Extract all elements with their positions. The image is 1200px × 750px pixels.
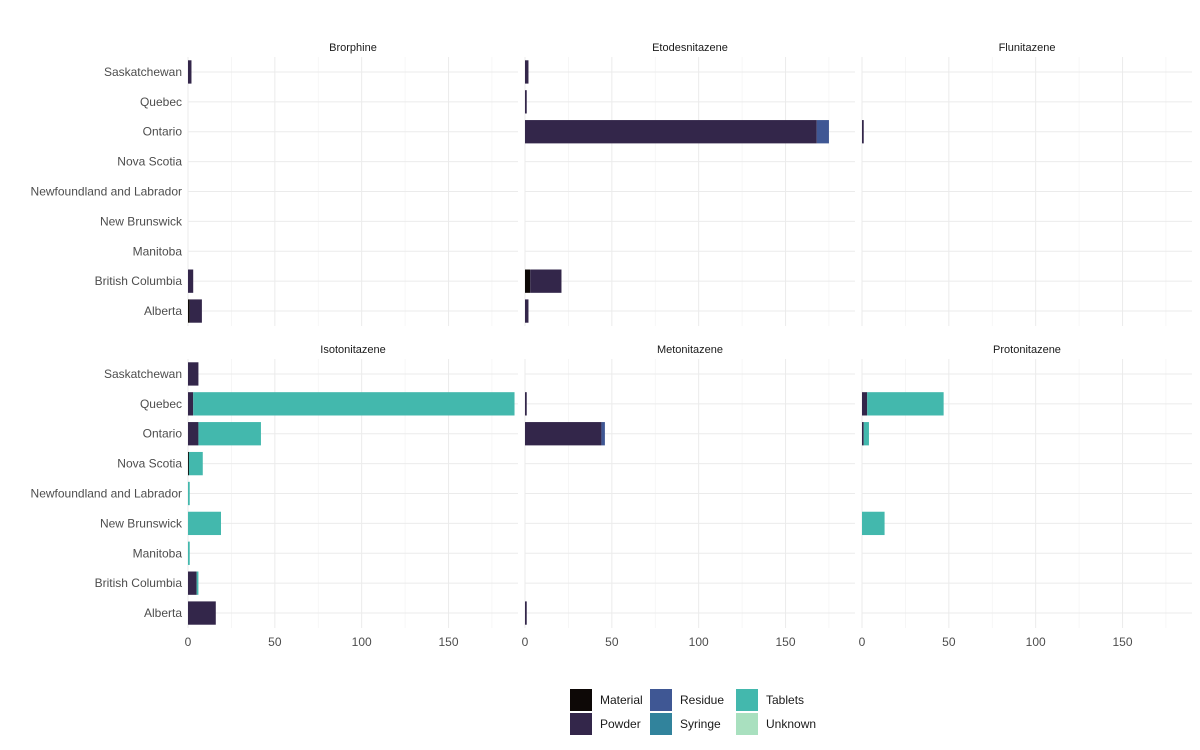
x-tick-label: 150 xyxy=(1113,635,1133,649)
bar-etodesnitazene-alberta-powder xyxy=(525,299,529,323)
x-tick-label: 100 xyxy=(1026,635,1046,649)
bar-isotonitazene-quebec-powder xyxy=(188,392,194,416)
legend-item-unknown: Unknown xyxy=(736,713,826,735)
x-tick-label: 50 xyxy=(605,635,619,649)
y-tick-label: Alberta xyxy=(144,606,182,620)
legend-item-tablets: Tablets xyxy=(736,689,826,711)
bar-etodesnitazene-saskatchewan-powder xyxy=(525,60,529,84)
legend-swatch-residue xyxy=(650,689,672,711)
legend-swatch-powder xyxy=(570,713,592,735)
y-tick-label: Alberta xyxy=(144,304,182,318)
y-tick-label: British Columbia xyxy=(95,576,183,590)
bar-isotonitazene-new-brunswick-tablets xyxy=(188,511,221,536)
bar-isotonitazene-ontario-powder xyxy=(188,422,199,446)
x-tick-label: 150 xyxy=(439,635,459,649)
bar-flunitazene-ontario-powder xyxy=(862,120,864,144)
bar-isotonitazene-british-columbia-powder xyxy=(188,571,197,595)
panel-protonitazene: Protonitazene 0 50 100 150 xyxy=(859,344,1192,649)
y-tick-label: Saskatchewan xyxy=(104,65,182,79)
legend-item-material: Material xyxy=(570,689,650,711)
legend-label-material: Material xyxy=(600,693,643,707)
panel-title: Isotonitazene xyxy=(320,344,385,356)
bar-protonitazene-new-brunswick-tablets xyxy=(862,511,885,536)
legend-label-syringe: Syringe xyxy=(680,717,721,731)
bar-brorphine-alberta-material xyxy=(188,299,190,323)
legend-label-unknown: Unknown xyxy=(766,717,817,731)
bar-metonitazene-alberta-powder xyxy=(525,601,527,625)
x-tick-label: 100 xyxy=(689,635,709,649)
bar-isotonitazene-newfoundland-and-labrador-tablets xyxy=(188,481,190,506)
y-tick-label: Manitoba xyxy=(133,546,183,560)
bar-brorphine-saskatchewan-powder xyxy=(188,60,192,84)
bar-isotonitazene-saskatchewan-powder xyxy=(188,362,199,386)
legend: Material Residue Tablets Powder Syringe … xyxy=(570,689,826,735)
y-tick-label: New Brunswick xyxy=(100,214,183,228)
legend-swatch-tablets xyxy=(736,689,758,711)
y-tick-label: Ontario xyxy=(143,125,183,139)
bar-protonitazene-quebec-tablets xyxy=(867,392,944,416)
bar-etodesnitazene-ontario-powder xyxy=(525,120,817,144)
y-tick-label: British Columbia xyxy=(95,274,183,288)
panel-isotonitazene: Isotonitazene Saskatchewan Quebec Ontario No… xyxy=(31,344,518,649)
legend-item-syringe: Syringe xyxy=(650,713,736,735)
bar-isotonitazene-british-columbia-tablets xyxy=(196,571,199,595)
bar-isotonitazene-alberta-powder xyxy=(188,601,216,625)
chart-canvas: Brorphine Saskatchewan Quebec Ontario Nova S… xyxy=(31,42,1192,649)
y-tick-label: Newfoundland and Labrador xyxy=(31,487,182,501)
x-tick-label: 50 xyxy=(942,635,956,649)
bar-isotonitazene-ontario-tablets xyxy=(198,422,261,446)
y-tick-label: Quebec xyxy=(140,397,182,411)
panel-title: Brorphine xyxy=(329,42,377,54)
x-tick-label: 0 xyxy=(859,635,866,649)
y-tick-label: Manitoba xyxy=(133,244,183,258)
legend-item-powder: Powder xyxy=(570,713,650,735)
bar-etodesnitazene-ontario-residue xyxy=(816,120,829,144)
bar-metonitazene-quebec-powder xyxy=(525,392,527,416)
bar-brorphine-british-columbia-powder xyxy=(188,269,194,293)
legend-label-tablets: Tablets xyxy=(766,693,805,707)
y-tick-label: Newfoundland and Labrador xyxy=(31,185,182,199)
y-tick-label: Nova Scotia xyxy=(117,457,182,471)
panel-brorphine: Brorphine Saskatchewan Quebec Ontario Nova S… xyxy=(31,42,518,326)
panel-title: Flunitazene xyxy=(999,42,1056,54)
bar-metonitazene-ontario-powder xyxy=(525,422,602,446)
panel-etodesnitazene: Etodesnitazene xyxy=(524,42,855,326)
y-tick-label: New Brunswick xyxy=(100,516,183,530)
x-tick-label: 150 xyxy=(776,635,796,649)
bar-etodesnitazene-british-columbia-powder xyxy=(530,269,562,293)
bar-brorphine-alberta-powder xyxy=(189,299,202,323)
x-tick-label: 50 xyxy=(268,635,282,649)
y-tick-label: Nova Scotia xyxy=(117,155,182,169)
x-tick-label: 0 xyxy=(185,635,192,649)
bar-protonitazene-ontario-tablets xyxy=(863,422,869,446)
bar-isotonitazene-quebec-tablets xyxy=(193,392,515,416)
bar-protonitazene-quebec-powder xyxy=(862,392,868,416)
panel-metonitazene: Metonitazene 0 50 100 150 xyxy=(522,344,855,649)
panel-title: Protonitazene xyxy=(993,344,1061,356)
bar-metonitazene-ontario-residue xyxy=(601,422,605,446)
legend-item-residue: Residue xyxy=(650,689,736,711)
x-tick-label: 0 xyxy=(522,635,529,649)
bar-isotonitazene-nova-scotia-material xyxy=(188,451,189,476)
y-tick-label: Ontario xyxy=(143,427,183,441)
x-tick-label: 100 xyxy=(352,635,372,649)
y-tick-label: Saskatchewan xyxy=(104,367,182,381)
bar-etodesnitazene-british-columbia-material xyxy=(525,269,531,293)
bar-isotonitazene-manitoba-tablets xyxy=(188,541,190,565)
legend-label-powder: Powder xyxy=(600,717,641,731)
panel-flunitazene: Flunitazene xyxy=(861,42,1192,326)
panel-title: Etodesnitazene xyxy=(652,42,728,54)
legend-swatch-material xyxy=(570,689,592,711)
legend-label-residue: Residue xyxy=(680,693,725,707)
bar-etodesnitazene-quebec-powder xyxy=(525,90,527,114)
y-tick-label: Quebec xyxy=(140,95,182,109)
panel-title: Metonitazene xyxy=(657,344,723,356)
legend-swatch-syringe xyxy=(650,713,672,735)
legend-swatch-unknown xyxy=(736,713,758,735)
bar-isotonitazene-nova-scotia-tablets xyxy=(188,451,203,476)
bar-protonitazene-ontario-powder xyxy=(862,422,864,446)
